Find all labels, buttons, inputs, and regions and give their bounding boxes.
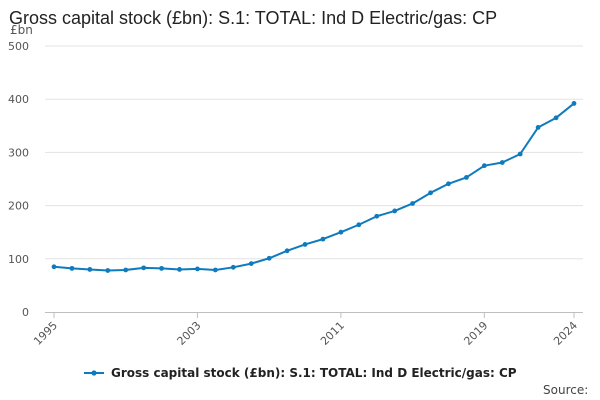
data-point[interactable] [446, 181, 451, 187]
data-point[interactable] [338, 229, 344, 235]
y-tick-label: 300 [8, 146, 29, 159]
data-point[interactable] [517, 151, 523, 157]
data-point[interactable] [535, 124, 541, 130]
grid-lines [45, 45, 583, 260]
y-axis-ticks: 0 100 200 300 400 500 [8, 40, 29, 319]
data-point[interactable] [195, 266, 200, 272]
legend-marker-swatch [91, 370, 97, 376]
data-point[interactable] [481, 163, 487, 169]
data-point[interactable] [177, 267, 182, 272]
legend[interactable]: Gross capital stock (£bn): S.1: TOTAL: I… [84, 366, 517, 380]
source-label: Source: [543, 383, 588, 397]
data-point[interactable] [392, 208, 398, 214]
legend-entry-label: Gross capital stock (£bn): S.1: TOTAL: I… [111, 366, 517, 380]
data-point[interactable] [499, 160, 505, 165]
data-point[interactable] [159, 265, 164, 271]
y-tick-label: 500 [8, 40, 29, 53]
data-point[interactable] [356, 222, 362, 228]
x-axis-ticks: 1995 2003 2011 2019 2024 [31, 312, 580, 348]
series-line [53, 102, 575, 272]
data-point[interactable] [320, 236, 326, 242]
data-point[interactable] [212, 267, 218, 273]
x-tick-label: 2024 [551, 319, 580, 348]
data-point[interactable] [230, 264, 236, 270]
data-point[interactable] [553, 115, 559, 121]
x-tick-label: 2019 [461, 319, 490, 348]
y-tick-label: 200 [8, 200, 29, 213]
data-point[interactable] [105, 268, 111, 273]
data-point[interactable] [302, 242, 308, 247]
data-point[interactable] [464, 175, 469, 180]
data-point[interactable] [123, 267, 129, 273]
series-layer [51, 101, 577, 273]
data-point[interactable] [51, 264, 57, 270]
data-point[interactable] [248, 261, 254, 266]
chart-title: Gross capital stock (£bn): S.1: TOTAL: I… [9, 8, 498, 28]
y-axis-unit-label: £bn [10, 23, 33, 37]
data-point[interactable] [284, 248, 290, 254]
data-point[interactable] [374, 213, 380, 219]
y-tick-label: 100 [8, 253, 29, 266]
data-point[interactable] [428, 190, 433, 196]
x-tick-label: 2011 [318, 319, 347, 348]
data-point[interactable] [141, 265, 147, 271]
x-tick-label: 2003 [175, 319, 204, 348]
data-point[interactable] [69, 265, 75, 271]
y-tick-label: 0 [22, 306, 29, 319]
data-point[interactable] [571, 101, 577, 106]
data-point[interactable] [266, 255, 272, 261]
data-point[interactable] [410, 201, 416, 206]
x-tick-label: 1995 [31, 319, 60, 348]
y-tick-label: 400 [8, 93, 29, 106]
data-point[interactable] [87, 267, 93, 272]
